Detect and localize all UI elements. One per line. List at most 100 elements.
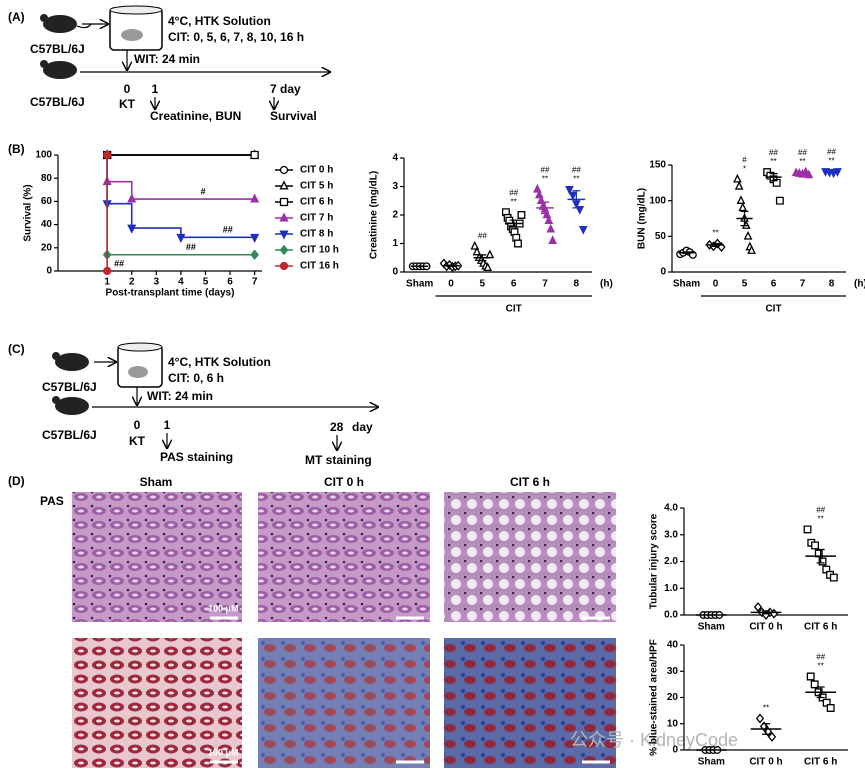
y-tick-label: 2.0 — [664, 556, 678, 567]
annotation: ## — [478, 231, 487, 240]
annotation: ## — [572, 165, 581, 174]
legend-marker — [279, 212, 289, 222]
y-tick-label: 40 — [667, 640, 679, 651]
annotation: ** — [770, 157, 776, 166]
annotation: ## — [186, 242, 196, 252]
survival-point — [250, 150, 259, 160]
column-label: CIT 6 h — [510, 475, 550, 489]
annotation: ** — [818, 515, 824, 524]
data-point — [734, 180, 744, 190]
error-bar — [816, 548, 825, 564]
data-point — [514, 239, 522, 248]
error-bar — [827, 170, 836, 174]
x-tick-label: CIT 0 h — [749, 622, 782, 633]
annotation: ** — [828, 157, 834, 166]
annotation: ** — [712, 229, 718, 238]
y-tick-label: 0.0 — [664, 610, 678, 621]
wit: WIT: 24 min — [134, 52, 200, 66]
data-point — [733, 173, 742, 183]
error-bar — [762, 723, 770, 735]
x-tick-label: 4 — [178, 277, 184, 288]
data-point — [743, 230, 753, 240]
data-point — [738, 202, 748, 212]
y-tick-label: 4.0 — [664, 503, 678, 514]
annotation: ** — [542, 174, 548, 183]
annotation: ## — [816, 506, 825, 515]
strain: C57BL/6J — [42, 428, 97, 442]
scale-bar-label: 100 μM — [208, 603, 239, 613]
x-tick-label: 0 — [448, 279, 454, 290]
row-label: PAS — [40, 494, 64, 508]
micrograph — [444, 638, 616, 768]
watermark: 公众号 · KidneyCode — [570, 730, 738, 750]
wit: WIT: 24 min — [147, 389, 213, 403]
y-tick-label: 4 — [392, 153, 398, 164]
y-axis-label: BUN (mg/dL) — [637, 188, 648, 249]
data-point — [548, 235, 558, 244]
solution: 4°C, HTK Solution — [168, 14, 271, 28]
error-bar — [572, 190, 581, 209]
micrograph — [258, 638, 430, 768]
micrograph — [72, 492, 242, 622]
x-tick-label: 0 — [713, 279, 719, 290]
time-event: PAS staining — [160, 450, 233, 464]
mouse-icon — [52, 396, 89, 415]
data-point — [829, 573, 838, 582]
time-event: MT staining — [305, 453, 372, 467]
data-point — [747, 245, 756, 254]
data-point — [810, 680, 819, 689]
data-point — [544, 215, 554, 224]
micrograph — [258, 492, 430, 622]
data-point — [483, 262, 493, 272]
mouse-icon — [40, 60, 77, 79]
error-bar — [769, 172, 778, 182]
annotation: ## — [816, 653, 825, 662]
error-bar — [816, 686, 825, 699]
x-tick-label: 5 — [742, 279, 748, 290]
annotation: ** — [818, 662, 824, 671]
survival-line — [106, 155, 255, 200]
legend-label: CIT 10 h — [300, 245, 339, 256]
legend-label: CIT 16 h — [300, 261, 339, 272]
error-bar — [711, 242, 720, 247]
y-tick-label: 1 — [392, 238, 398, 249]
y-tick-label: 0 — [46, 266, 52, 277]
x-tick-label: 5 — [480, 279, 486, 290]
cit-times: CIT: 0, 5, 6, 7, 8, 10, 16 h — [168, 30, 304, 44]
annotation: ## — [827, 148, 836, 157]
annotation: ## — [769, 148, 778, 157]
solution-box — [117, 342, 163, 388]
annotation: ## — [114, 258, 124, 268]
x-unit-label: (h) — [600, 279, 613, 290]
error-bar — [447, 264, 455, 267]
legend-marker — [279, 197, 289, 207]
time-label: 28 — [330, 420, 344, 434]
y-tick-label: 30 — [667, 666, 679, 677]
y-tick-label: 10 — [667, 718, 679, 729]
y-axis-label: Creatinine (mg/dL) — [369, 171, 380, 259]
panel-label: (C) — [8, 342, 25, 356]
time-label: 0 — [134, 418, 141, 432]
data-point — [568, 191, 578, 201]
annotation: # — [742, 155, 747, 164]
legend-marker — [279, 230, 289, 240]
column-label: CIT 0 h — [324, 475, 364, 489]
survival-point — [103, 266, 112, 276]
y-tick-label: 20 — [667, 692, 679, 703]
data-point — [485, 249, 495, 259]
error-bar — [682, 251, 691, 255]
solution-box — [109, 5, 163, 51]
data-point — [736, 195, 746, 204]
time-label: 1 — [164, 418, 171, 432]
annotation: ** — [511, 197, 517, 206]
group-label: CIT — [506, 304, 522, 315]
x-tick-label: 8 — [574, 279, 580, 290]
x-tick-label: 6 — [771, 279, 777, 290]
survival-point — [103, 150, 112, 160]
data-point — [775, 196, 784, 205]
error-bar — [740, 210, 749, 227]
error-bar — [798, 172, 807, 175]
micrograph — [444, 492, 616, 622]
error-bar — [415, 265, 424, 268]
mouse-icon — [40, 14, 92, 33]
